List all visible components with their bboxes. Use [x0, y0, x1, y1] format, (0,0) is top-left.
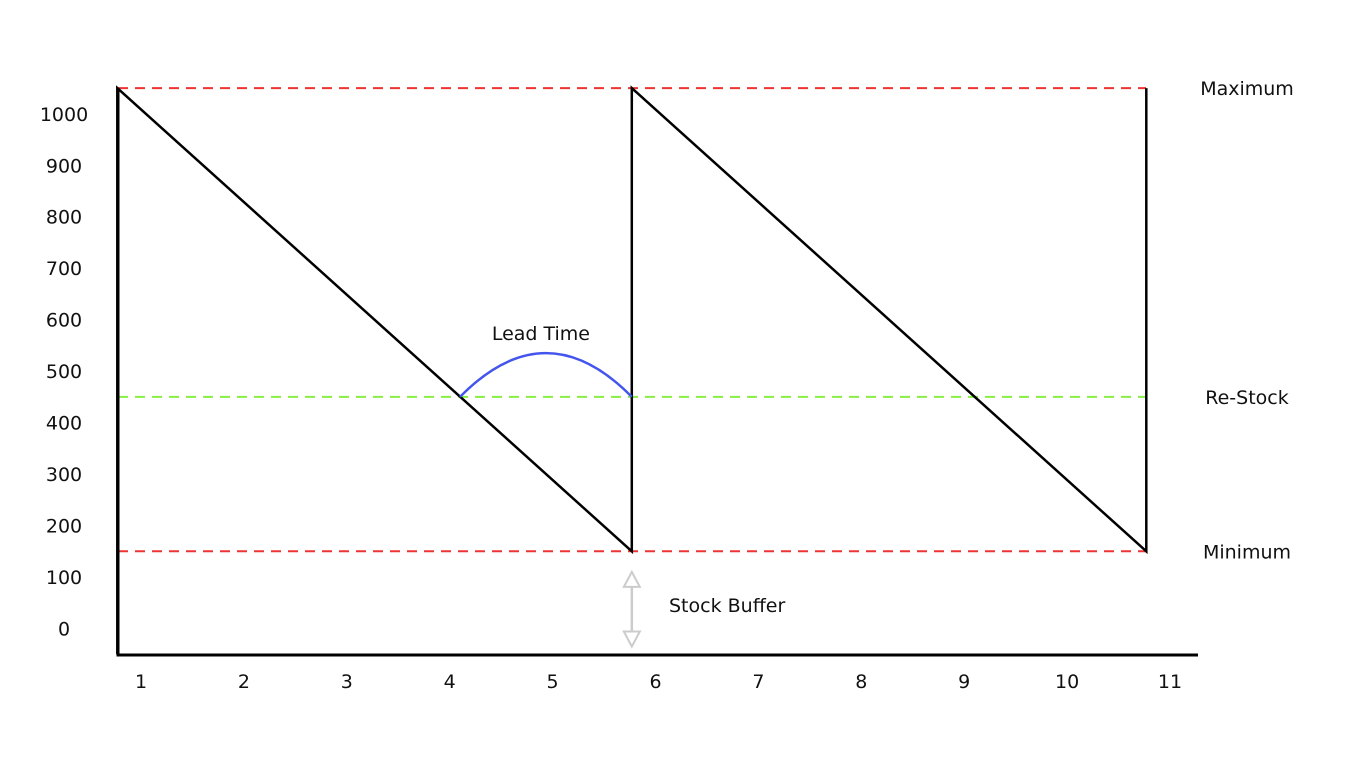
x-tick-label: 4 — [444, 671, 456, 693]
y-tick-label: 100 — [46, 567, 82, 589]
y-tick-label: 600 — [46, 310, 82, 332]
stock-level-line — [116, 85, 1148, 655]
x-tick-label: 6 — [649, 671, 661, 693]
y-tick-label: 700 — [46, 258, 82, 280]
x-tick-label: 3 — [341, 671, 353, 693]
y-tick-label: 500 — [46, 361, 82, 383]
y-tick-label: 0 — [58, 619, 70, 641]
annotations-layer: Maximum Re-Stock Minimum Lead Time Stock Buf… — [459, 78, 1294, 649]
lead-time-arc — [459, 352, 633, 398]
y-tick-label: 200 — [46, 516, 82, 538]
axes-layer — [116, 88, 1198, 657]
minimum-label: Minimum — [1203, 541, 1291, 563]
series-layer — [116, 85, 1148, 655]
x-tick-label: 7 — [752, 671, 764, 693]
y-tick-label: 400 — [46, 413, 82, 435]
lead-time-label: Lead Time — [492, 323, 590, 345]
y-tick-label: 300 — [46, 464, 82, 486]
x-tick-label: 11 — [1158, 671, 1182, 693]
re-stock-label: Re-Stock — [1205, 387, 1288, 409]
x-tick-label: 1 — [135, 671, 147, 693]
x-tick-label: 8 — [855, 671, 867, 693]
stock-buffer-label: Stock Buffer — [669, 595, 785, 617]
y-tick-label: 800 — [46, 207, 82, 229]
y-tick-label: 900 — [46, 155, 82, 177]
tick-labels: 1 2 3 4 5 6 7 8 9 10 11 0 100 200 300 400 500 600 700 800 90… — [40, 104, 1182, 693]
stock-buffer-arrow — [622, 569, 642, 649]
maximum-label: Maximum — [1200, 78, 1294, 100]
x-tick-label: 5 — [547, 671, 559, 693]
y-tick-label: 1000 — [40, 104, 88, 126]
x-tick-label: 10 — [1055, 671, 1079, 693]
x-tick-label: 2 — [238, 671, 250, 693]
x-tick-label: 9 — [958, 671, 970, 693]
